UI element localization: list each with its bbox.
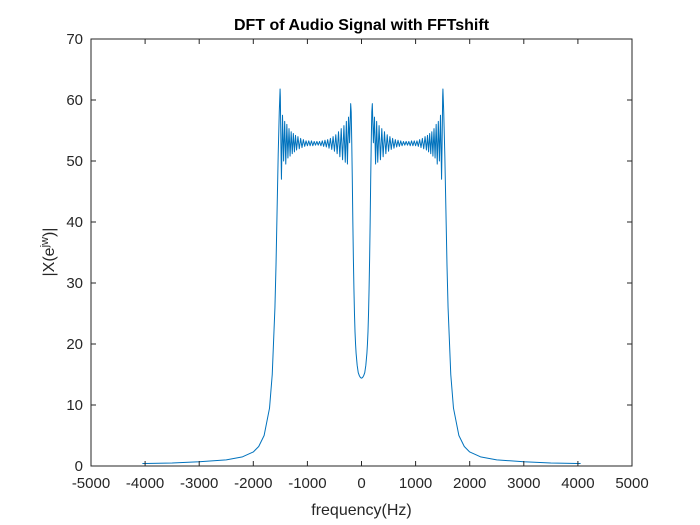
x-tick-label: -2000 <box>234 475 272 492</box>
y-tick-label: 0 <box>75 458 83 475</box>
chart-title: DFT of Audio Signal with FFTshift <box>234 17 490 34</box>
x-axis-ticks <box>90 39 633 466</box>
x-tick-label: 1000 <box>399 475 432 492</box>
y-axis-title-suffix: )| <box>41 228 58 237</box>
y-tick-label: 60 <box>66 92 83 109</box>
y-axis-title: |X(ejw)| <box>39 228 58 277</box>
y-tick-label: 40 <box>66 214 83 231</box>
y-axis-ticks <box>91 38 632 467</box>
y-tick-label: 50 <box>66 153 83 170</box>
x-tick-label: 3000 <box>507 475 540 492</box>
y-axis-tick-labels: 0 10 20 30 40 50 60 70 <box>66 31 83 475</box>
x-tick-label: 2000 <box>453 475 486 492</box>
y-tick-label: 10 <box>66 397 83 414</box>
y-tick-label: 20 <box>66 336 83 353</box>
y-tick-label: 70 <box>66 31 83 48</box>
plot-area <box>91 39 632 466</box>
x-tick-label: 5000 <box>615 475 648 492</box>
y-axis-title-superscript: jw <box>39 237 51 248</box>
x-tick-label: 0 <box>357 475 365 492</box>
x-tick-label: -1000 <box>288 475 326 492</box>
x-tick-label: -5000 <box>72 475 110 492</box>
x-axis-title: frequency(Hz) <box>311 502 411 519</box>
y-tick-label: 30 <box>66 275 83 292</box>
y-axis-title-prefix: |X(e <box>41 247 58 276</box>
x-axis-tick-labels: -5000 -4000 -3000 -2000 -1000 0 1000 2000 3000 40… <box>72 475 649 492</box>
series-line <box>142 88 581 465</box>
x-tick-label: -4000 <box>126 475 164 492</box>
x-tick-label: -3000 <box>180 475 218 492</box>
x-tick-label: 4000 <box>561 475 594 492</box>
